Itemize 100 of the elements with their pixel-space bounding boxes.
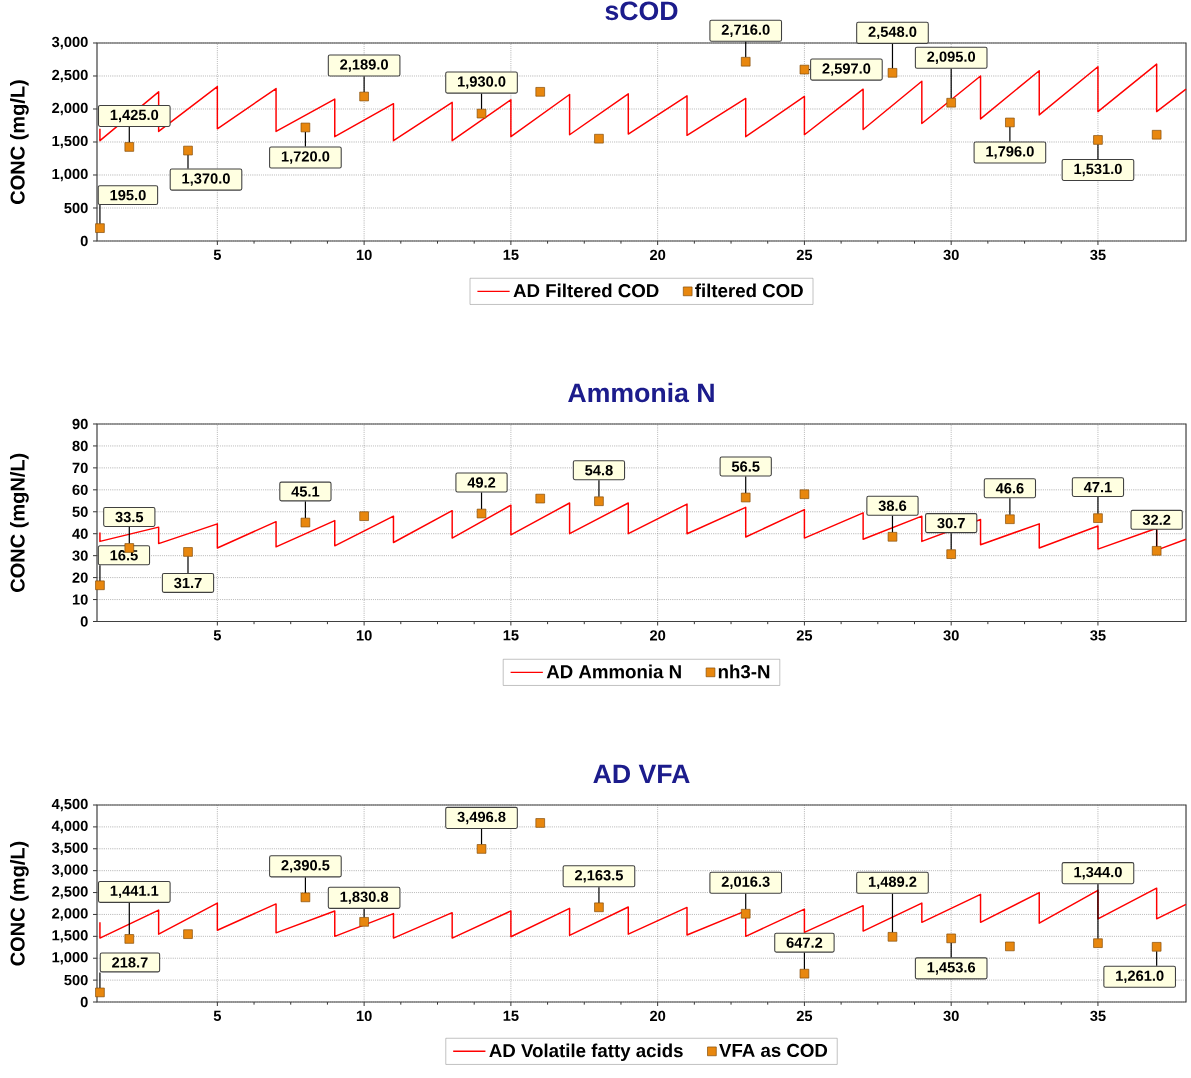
data-label: 56.5: [731, 461, 760, 472]
data-label: 1,453.6: [927, 962, 976, 975]
data-label: 1,261.0: [1116, 970, 1164, 984]
point: [1093, 135, 1103, 145]
x-tick-label: 35: [1090, 1010, 1106, 1022]
y-tick-label: 1,000: [52, 168, 88, 182]
x-tick-label: 10: [356, 630, 372, 641]
point: [799, 64, 810, 75]
data-label: 1,489.2: [868, 876, 917, 890]
x-tick-label: 15: [503, 1010, 519, 1021]
y-tick-label: 10: [72, 594, 88, 605]
data-label: 195.0: [110, 189, 146, 201]
point: [1005, 117, 1015, 128]
line-series: [99, 887, 1187, 939]
point: [594, 133, 604, 144]
point: [946, 933, 956, 944]
chart-title: AD VFA: [593, 764, 690, 783]
data-label: 32.2: [1142, 514, 1171, 526]
point: [799, 489, 810, 499]
point: [124, 142, 135, 152]
data-label: 218.7: [112, 957, 148, 968]
y-tick-label: 0: [80, 996, 88, 1008]
legend-label: AD Ammonia N: [546, 664, 681, 679]
data-label: 31.7: [174, 577, 202, 589]
y-tick-label: 2,500: [52, 69, 88, 83]
point: [124, 934, 135, 944]
point: [594, 902, 604, 913]
y-tick-label: 4,000: [51, 820, 88, 834]
x-tick-label: 5: [213, 630, 222, 641]
point: [1151, 546, 1162, 556]
data-label: 2,095.0: [927, 51, 976, 64]
x-tick-label: 25: [796, 630, 813, 641]
data-label: 2,189.0: [340, 59, 388, 72]
y-tick-label: 2,500: [52, 886, 88, 899]
legend-label: VFA as COD: [719, 1043, 828, 1058]
y-tick-label: 500: [64, 974, 88, 986]
legend-label: AD Volatile fatty acids: [489, 1043, 683, 1061]
x-tick-label: 30: [943, 630, 959, 641]
point: [300, 517, 311, 528]
y-tick-label: 30: [72, 550, 88, 561]
y-tick-label: 3,000: [51, 864, 88, 877]
data-label: 1,930.0: [457, 76, 506, 89]
point: [1005, 941, 1015, 952]
point: [183, 547, 193, 557]
point: [946, 549, 956, 559]
x-tick-label: 10: [356, 249, 372, 261]
data-label: 38.6: [878, 500, 907, 511]
x-tick-label: 35: [1090, 249, 1106, 261]
x-tick-label: 15: [503, 249, 519, 260]
x-tick-label: 25: [796, 1010, 813, 1022]
data-label: 1,796.0: [986, 146, 1034, 159]
x-tick-label: 10: [356, 1010, 372, 1022]
point: [476, 508, 487, 519]
point: [1151, 942, 1162, 952]
data-label: 2,597.0: [822, 63, 871, 76]
y-axis-title: CONC (mgN/L): [10, 453, 29, 592]
point: [183, 929, 193, 939]
point: [95, 580, 105, 591]
point: [300, 122, 311, 133]
y-tick-label: 60: [72, 484, 88, 496]
data-label: 1,531.0: [1074, 163, 1122, 177]
y-tick-label: 90: [72, 418, 88, 430]
y-tick-label: 50: [72, 506, 88, 517]
point: [183, 145, 193, 156]
y-tick-label: 3,000: [51, 36, 88, 50]
data-label: 2,390.5: [281, 860, 330, 873]
y-tick-label: 2,000: [52, 102, 88, 116]
legend-label: filtered COD: [695, 283, 803, 298]
data-label: 1,830.8: [340, 891, 389, 905]
data-label: 54.8: [585, 465, 613, 476]
y-tick-label: 0: [80, 616, 88, 627]
chart-title: Ammonia N: [568, 382, 714, 403]
point: [799, 968, 810, 979]
point: [887, 932, 898, 942]
point: [1093, 513, 1103, 523]
chart-title: sCOD: [605, 1, 678, 21]
point: [1093, 938, 1103, 948]
y-tick-label: 1,000: [52, 951, 88, 965]
point: [535, 493, 545, 504]
point: [535, 818, 545, 828]
point: [95, 223, 105, 233]
y-tick-label: 20: [72, 572, 88, 583]
y-tick-label: 500: [64, 202, 88, 214]
y-tick-label: 0: [80, 235, 88, 247]
data-label: 2,163.5: [574, 870, 623, 883]
point: [594, 496, 604, 506]
x-tick-label: 20: [650, 1010, 666, 1022]
x-tick-label: 5: [213, 1010, 222, 1021]
y-axis-title: CONC (mg/L): [10, 80, 29, 204]
x-tick-label: 35: [1090, 630, 1106, 641]
y-tick-label: 3,500: [51, 842, 88, 856]
point: [740, 492, 751, 503]
x-tick-label: 20: [650, 249, 666, 261]
x-tick-label: 15: [503, 630, 519, 641]
data-label: 1,720.0: [281, 151, 330, 164]
x-tick-label: 20: [650, 630, 666, 641]
y-axis-title: CONC (mg/L): [10, 841, 29, 966]
data-label: 647.2: [786, 937, 823, 948]
x-tick-label: 30: [943, 249, 959, 261]
data-label: 30.7: [937, 517, 965, 529]
